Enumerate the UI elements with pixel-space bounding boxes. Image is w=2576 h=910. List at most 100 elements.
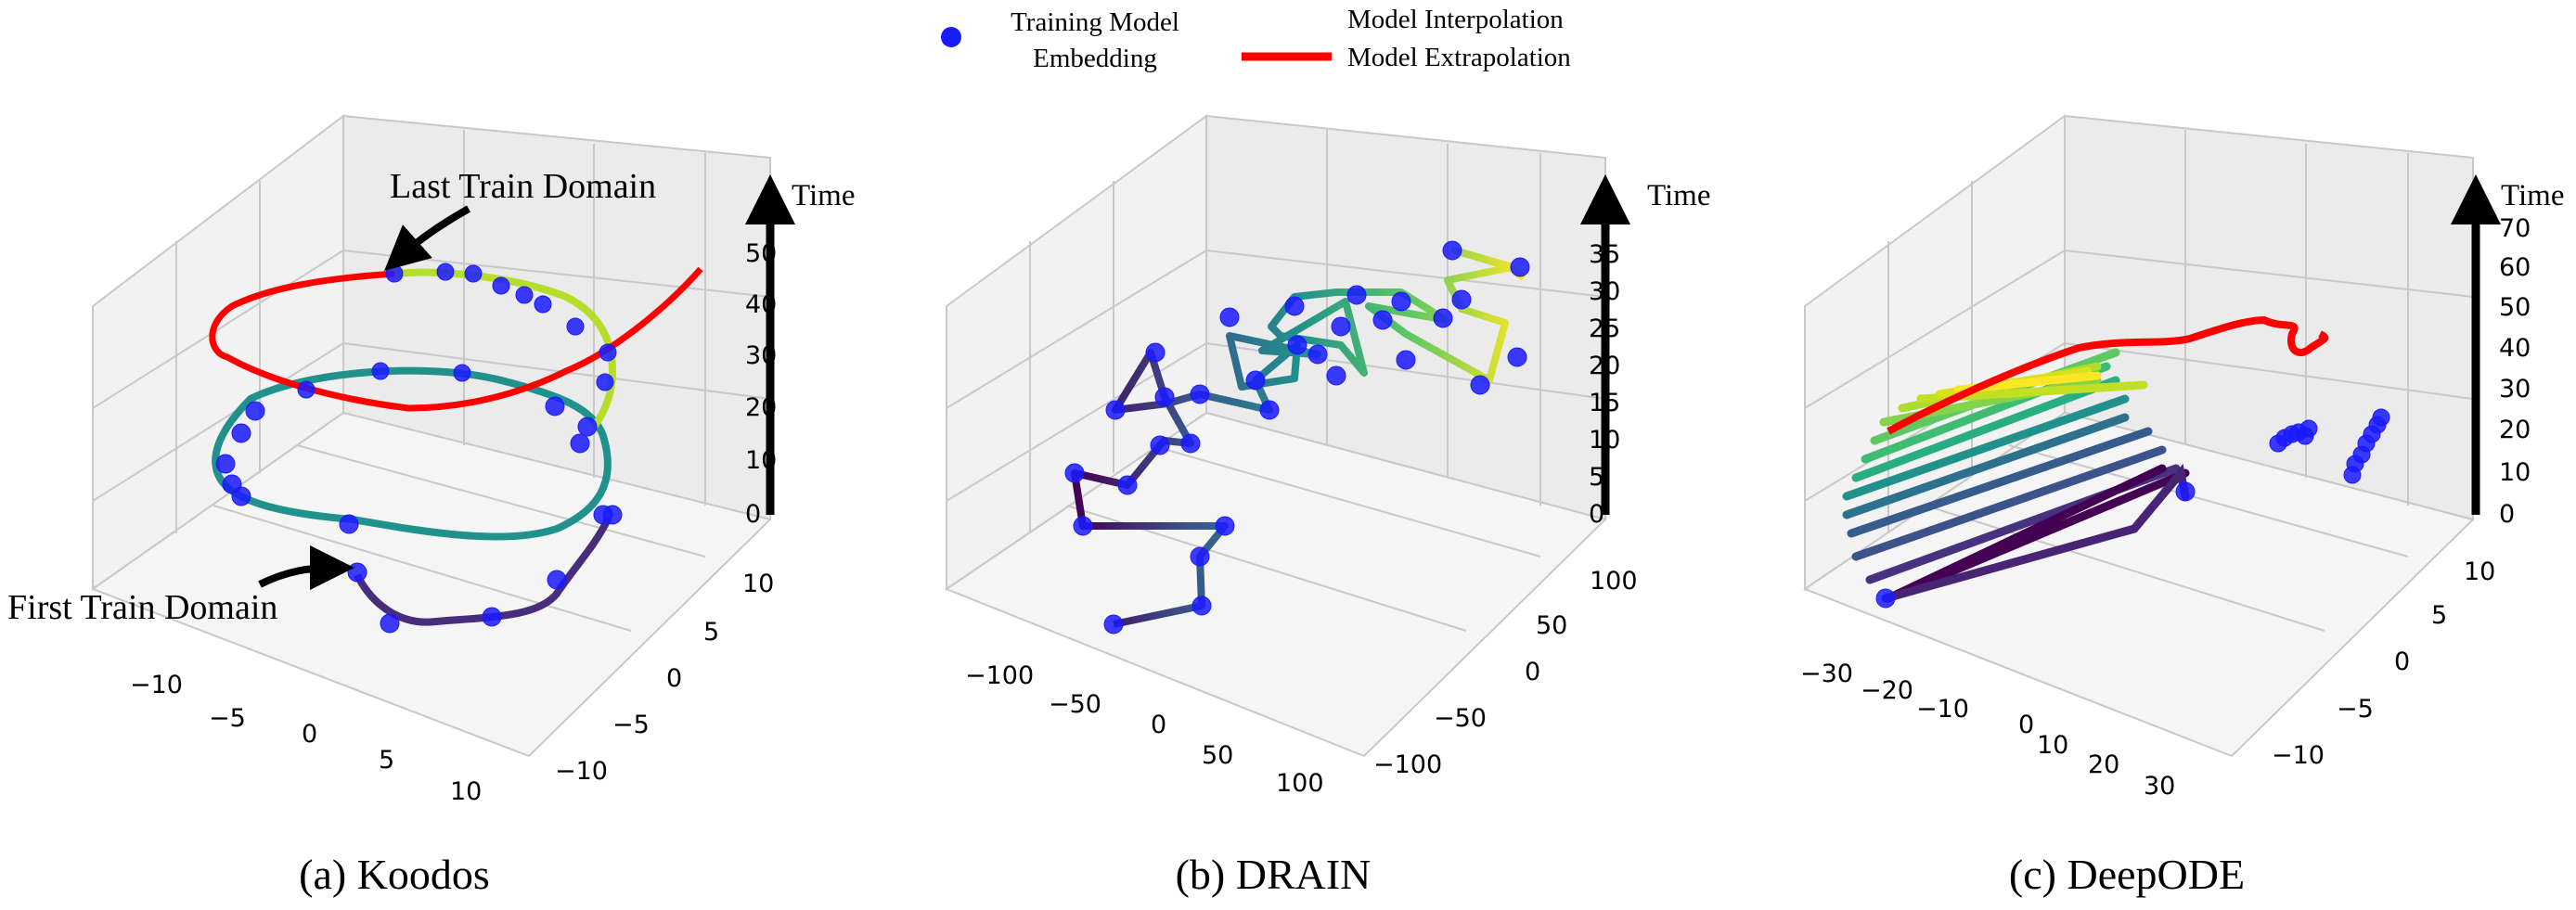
koodos-annotation-first-train-domain: First Train Domain	[7, 588, 277, 627]
koodos-embedding-point	[602, 505, 623, 525]
drain-embedding-point	[1215, 516, 1235, 536]
deepode-y-tick: −5	[2337, 695, 2374, 724]
koodos-annotation-arrow-first	[258, 545, 354, 591]
koodos-embedding-point	[222, 474, 242, 494]
drain-embedding-point	[1259, 400, 1280, 420]
deepode-training-embeddings	[1875, 408, 2390, 609]
koodos-embedding-point	[534, 295, 552, 314]
legend-interpolation-label: Model Interpolation	[1347, 5, 1564, 34]
drain-y-tick: 50	[1536, 611, 1567, 640]
koodos-y-tick-labels: −10 −5 0 5 10	[555, 570, 774, 786]
koodos-embedding-point	[570, 433, 590, 454]
deepode-z-tick: 10	[2499, 458, 2531, 487]
deepode-interpolation-line	[1851, 445, 2167, 561]
koodos-embedding-point	[464, 264, 483, 283]
koodos-embedding-point	[339, 514, 359, 534]
drain-x-tick: 50	[1202, 741, 1233, 770]
drain-z-tick: 35	[1589, 240, 1620, 269]
drain-embedding-point	[1372, 310, 1393, 330]
deepode-x-tick: −10	[1916, 695, 1969, 724]
koodos-embedding-point	[297, 380, 316, 399]
koodos-y-tick: −5	[612, 711, 650, 739]
koodos-embedding-point	[371, 362, 390, 380]
koodos-z-tick: 20	[745, 393, 777, 422]
drain-embedding-point	[1103, 614, 1124, 634]
drain-z-tick: 5	[1589, 463, 1604, 492]
drain-x-tick: 0	[1151, 711, 1166, 739]
drain-embedding-point	[1219, 307, 1240, 327]
drain-training-embeddings	[1064, 240, 1530, 634]
koodos-embedding-point	[482, 607, 502, 627]
koodos-z-tick: 40	[745, 290, 777, 319]
drain-x-tick-labels: −100 −50 0 50 100	[965, 661, 1324, 798]
koodos-axes-box	[90, 113, 772, 758]
deepode-x-tick: −30	[1800, 660, 1853, 688]
koodos-embedding-point	[596, 373, 614, 391]
koodos-y-tick: 5	[703, 618, 719, 647]
koodos-embedding-point	[545, 396, 565, 417]
drain-embedding-point	[1245, 370, 1266, 391]
drain-embedding-point	[1064, 463, 1085, 483]
drain-embedding-point	[1154, 387, 1175, 407]
deepode-y-tick: 0	[2394, 647, 2410, 676]
deepode-interpolation-line	[1884, 464, 2167, 603]
drain-embedding-point	[1396, 350, 1416, 370]
drain-embedding-point	[1105, 400, 1126, 420]
koodos-embedding-point	[547, 570, 567, 590]
legend-extrapolation-label: Model Extrapolation	[1347, 43, 1571, 72]
drain-x-tick: −50	[1049, 690, 1101, 719]
drain-z-tick: 20	[1589, 352, 1620, 380]
deepode-embedding-point	[2175, 481, 2196, 502]
legend-embedding-marker	[941, 27, 961, 47]
koodos-caption: (a) Koodos	[299, 851, 490, 898]
drain-embedding-point	[1191, 596, 1212, 616]
drain-embedding-point	[1190, 546, 1210, 567]
drain-z-tick: 10	[1589, 426, 1620, 455]
drain-embedding-point	[1307, 344, 1328, 365]
drain-z-tick: 0	[1589, 500, 1604, 529]
drain-embedding-point	[1190, 384, 1210, 404]
drain-y-tick: 0	[1525, 658, 1540, 686]
deepode-x-tick-labels: −30 −20 −10 0 10 20 30	[1800, 660, 2175, 801]
koodos-z-axis-label: Time	[792, 179, 855, 212]
drain-embedding-point	[1073, 516, 1093, 536]
drain-embedding-point	[1433, 308, 1453, 328]
deepode-interpolation-line	[1847, 427, 2153, 538]
deepode-z-tick: 30	[2499, 375, 2531, 404]
panel-deepode: Time 0 10 20 30 40 50 60 70 −30 −20 −10 …	[1800, 114, 2564, 898]
koodos-embedding-point	[577, 417, 598, 437]
drain-embedding-point	[1145, 342, 1166, 363]
koodos-extrapolation-line	[209, 266, 703, 412]
koodos-embedding-point	[436, 263, 455, 281]
koodos-interpolation-upper-arc	[393, 268, 617, 429]
deepode-embedding-point	[2299, 419, 2318, 438]
koodos-embedding-point	[566, 317, 585, 336]
koodos-embedding-point	[380, 613, 400, 634]
deepode-y-tick: 10	[2464, 558, 2495, 586]
koodos-embedding-point	[215, 454, 236, 474]
drain-embedding-point	[1117, 475, 1138, 495]
koodos-x-tick: −5	[209, 704, 246, 733]
deepode-y-tick: −10	[2272, 741, 2325, 770]
drain-embedding-point	[1470, 375, 1490, 395]
koodos-embedding-point	[245, 401, 265, 421]
drain-y-tick: 100	[1590, 567, 1638, 596]
drain-embedding-point	[1451, 289, 1472, 310]
koodos-annotation-last-train-domain: Last Train Domain	[390, 167, 656, 206]
koodos-embedding-point	[492, 276, 510, 295]
koodos-embedding-point	[515, 286, 534, 304]
deepode-extrapolation-line	[1887, 315, 2329, 435]
deepode-z-tick: 0	[2499, 500, 2515, 529]
koodos-y-tick: 0	[666, 664, 682, 693]
koodos-y-tick: −10	[555, 757, 608, 786]
koodos-interpolation-start-segment	[354, 518, 612, 626]
koodos-z-tick: 0	[745, 500, 761, 529]
deepode-z-tick: 70	[2499, 214, 2531, 243]
drain-z-tick: 25	[1589, 314, 1620, 343]
drain-embedding-point	[1284, 296, 1305, 316]
koodos-x-tick: −10	[130, 671, 183, 699]
deepode-x-tick: 20	[2088, 750, 2119, 779]
deepode-z-axis-label: Time	[2501, 179, 2564, 212]
drain-z-axis-label: Time	[1647, 179, 1710, 212]
koodos-embedding-point	[347, 562, 367, 583]
